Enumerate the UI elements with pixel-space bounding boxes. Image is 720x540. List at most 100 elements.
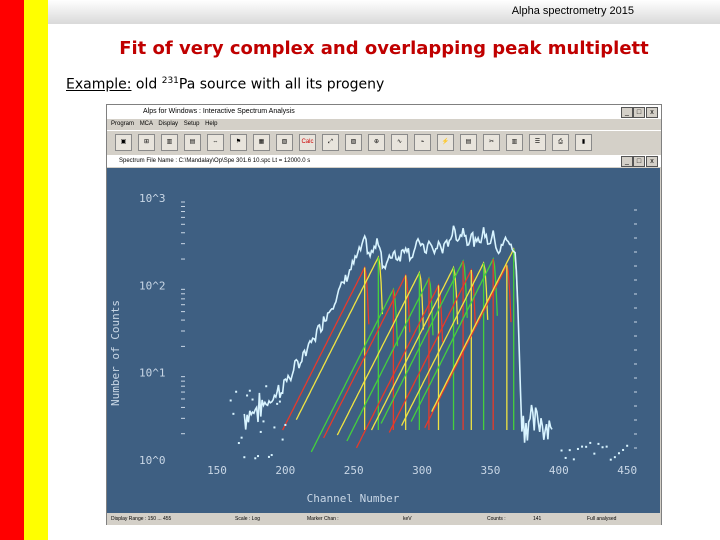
x-tick-label: 250 [344, 464, 364, 477]
spectrum-titlebar: Spectrum File Name : C:\Mandalay\Op\Spe … [107, 155, 661, 167]
data-point [262, 420, 265, 423]
energy-icon[interactable]: ⚡ [437, 134, 454, 151]
x-axis-label: Channel Number [307, 492, 400, 505]
graph-icon[interactable]: ⌁ [414, 134, 431, 151]
x-tick-label: 150 [207, 464, 227, 477]
data-point [601, 446, 604, 449]
spectrum-close-button[interactable]: x [646, 156, 658, 167]
slide-title: Fit of very complex and overlapping peak… [119, 38, 649, 59]
curve-icon[interactable]: ∿ [391, 134, 408, 151]
statusbar: Display Range : 150 ... 455 Scale : Log … [107, 513, 661, 525]
example-text-post: Pa source with all its progeny [178, 76, 385, 93]
data-point [605, 445, 608, 448]
fit-component-curve [410, 257, 498, 422]
fit-component-curve [431, 247, 519, 412]
region-icon[interactable]: ▥ [161, 134, 178, 151]
data-point [564, 456, 567, 459]
data-point [232, 412, 235, 415]
flag-icon[interactable]: ⚑ [230, 134, 247, 151]
arrows-icon[interactable]: ⇔ [207, 134, 224, 151]
alps-app-window: Alps for Windows : Interactive Spectrum … [106, 104, 662, 525]
menu-display[interactable]: Display [158, 121, 179, 127]
data-point [248, 389, 251, 392]
list-icon[interactable]: ☰ [529, 134, 546, 151]
fit-component-curve [295, 255, 384, 420]
data-point [572, 458, 575, 461]
course-label: Alpha spectrometry 2015 [511, 5, 634, 17]
maximize-button[interactable]: □ [633, 107, 645, 118]
measured-spectrum-line [243, 225, 553, 443]
fit-component-curve [336, 270, 425, 436]
fit-component-curve [310, 287, 399, 453]
data-point [560, 449, 563, 452]
spectrum-maximize-button[interactable]: □ [633, 156, 645, 167]
toolbar: ▣ ⊞ ▥ ▤ ⇔ ⚑ ▦ ▧ Calc ⤢ ▨ ⊕ ∿ ⌁ ⚡ ▤ ✂ ▥ ☰ ⎙ ▮ [107, 130, 661, 156]
fit-component-curve [424, 263, 512, 429]
chart-icon[interactable]: ▥ [506, 134, 523, 151]
spectrum-minimize-button[interactable]: _ [621, 156, 633, 167]
data-point [237, 442, 240, 445]
data-point [609, 458, 612, 461]
table-icon[interactable]: ▤ [460, 134, 477, 151]
menubar: Program MCA Display Setup Help [107, 119, 661, 129]
scale-icon[interactable]: ⤢ [322, 134, 339, 151]
marker-icon[interactable]: ▤ [184, 134, 201, 151]
tools-icon[interactable]: ✂ [483, 134, 500, 151]
menu-help[interactable]: Help [205, 121, 218, 127]
zoom-icon[interactable]: ⊕ [368, 134, 385, 151]
example-line: Example: old 231Pa source with all its p… [66, 76, 384, 93]
fit-component-curve [388, 268, 477, 433]
status-marker: Marker Chan : [307, 516, 339, 522]
bars-icon[interactable]: ▮ [575, 134, 592, 151]
status-mode: Full analysed [587, 516, 617, 522]
spectrum-icon[interactable]: ▣ [115, 134, 132, 151]
y-tick-label: 10^2 [139, 279, 166, 292]
data-point [251, 398, 254, 401]
y-axis-label: Number of Counts [109, 300, 122, 406]
close-button[interactable]: x [646, 107, 658, 118]
fit-component-curve [401, 261, 489, 426]
data-point [589, 441, 592, 444]
calc-icon[interactable]: Calc [299, 134, 316, 151]
fit-component-curve [380, 259, 468, 424]
fit-component-curve [282, 265, 370, 431]
spectrum-title: Spectrum File Name : C:\Mandalay\Op\Spe … [119, 158, 311, 164]
x-tick-label: 450 [617, 464, 637, 477]
data-point [278, 400, 281, 403]
fit-component-curve [370, 265, 459, 431]
data-point [257, 455, 260, 458]
data-point [276, 402, 279, 405]
status-energy: keV [403, 516, 412, 522]
status-counts: Counts : [487, 516, 506, 522]
data-point [281, 438, 284, 441]
x-tick-label: 300 [412, 464, 432, 477]
cal-icon[interactable]: ▨ [345, 134, 362, 151]
data-point [240, 436, 243, 439]
peak-icon[interactable]: ⊞ [138, 134, 155, 151]
data-point [622, 448, 625, 451]
menu-program[interactable]: Program [111, 121, 135, 127]
data-point [576, 447, 579, 450]
spectrum-chart[interactable]: Number of Counts Channel Number 10^3 10^2… [107, 168, 660, 513]
example-text-pre: old [135, 76, 158, 93]
peaks-icon[interactable]: ▦ [253, 134, 270, 151]
minimize-button[interactable]: _ [621, 107, 633, 118]
data-point [568, 449, 571, 452]
spectrum-plot[interactable]: Number of Counts Channel Number 10^3 10^2… [107, 168, 660, 513]
decor-yellow-bar [24, 0, 48, 540]
print-icon[interactable]: ⎙ [552, 134, 569, 151]
app-titlebar: Alps for Windows : Interactive Spectrum … [107, 105, 661, 119]
x-tick-label: 350 [481, 464, 501, 477]
decor-red-bar [0, 0, 24, 540]
status-display-range: Display Range : 150 ... 455 [111, 516, 172, 522]
fit-component-curve [323, 273, 411, 439]
data-point [254, 457, 257, 460]
data-point [613, 456, 616, 459]
menu-setup[interactable]: Setup [183, 121, 200, 127]
data-point [597, 442, 600, 445]
fit-icon[interactable]: ▧ [276, 134, 293, 151]
data-point [243, 456, 246, 459]
y-tick-label: 10^0 [139, 454, 166, 467]
x-tick-label: 200 [275, 464, 295, 477]
menu-mca[interactable]: MCA [139, 121, 153, 127]
